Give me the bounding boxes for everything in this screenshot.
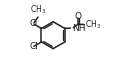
Text: O: O	[30, 19, 37, 28]
Text: O: O	[75, 12, 82, 21]
Text: CH$_3$: CH$_3$	[30, 4, 46, 16]
Text: CH$_3$: CH$_3$	[85, 18, 101, 31]
Text: Cl: Cl	[30, 42, 39, 51]
Text: NH: NH	[72, 24, 85, 33]
